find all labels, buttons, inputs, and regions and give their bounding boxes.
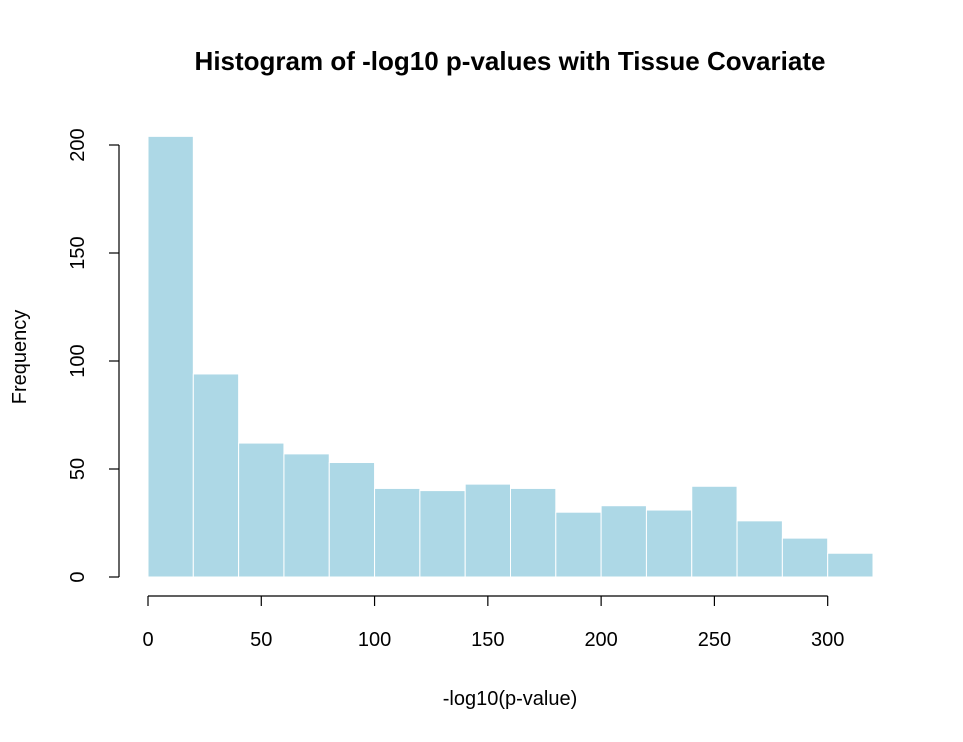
- y-tick-label: 50: [67, 458, 89, 480]
- x-axis-label: -log10(p-value): [443, 688, 578, 710]
- x-tick-label: 200: [584, 629, 617, 651]
- histogram-bar: [827, 552, 874, 578]
- histogram-bar: [192, 373, 240, 578]
- histogram-bar: [555, 511, 602, 578]
- histogram-bar: [645, 509, 693, 578]
- y-tick-label: 0: [67, 571, 89, 582]
- histogram-bar: [600, 505, 647, 578]
- y-axis: 0 50 100 150 200: [67, 128, 120, 583]
- histogram-bar: [238, 442, 285, 578]
- histogram-bar: [464, 483, 511, 578]
- x-tick-label: 100: [358, 629, 391, 651]
- x-tick-label: 150: [471, 629, 504, 651]
- histogram-bar: [283, 453, 330, 578]
- histogram-bar: [374, 487, 421, 578]
- y-tick-label: 150: [67, 236, 89, 269]
- x-tick-label: 50: [250, 629, 272, 651]
- histogram-bar: [781, 537, 829, 578]
- histogram-bar: [736, 520, 783, 578]
- x-axis: 0 50 100 150 200 250 300: [142, 595, 844, 651]
- x-tick-label: 300: [811, 629, 844, 651]
- y-tick-label: 200: [67, 128, 89, 161]
- bars-group: [147, 135, 874, 578]
- histogram-bar: [419, 490, 466, 578]
- histogram-bar: [147, 135, 194, 578]
- histogram-bar: [328, 462, 376, 578]
- y-tick-label: 100: [67, 344, 89, 377]
- chart-title: Histogram of -log10 p-values with Tissue…: [195, 46, 826, 76]
- x-tick-label: 0: [142, 629, 153, 651]
- histogram-bar: [510, 487, 557, 578]
- x-tick-label: 250: [698, 629, 731, 651]
- y-axis-label: Frequency: [9, 310, 31, 405]
- histogram-bar: [691, 485, 738, 578]
